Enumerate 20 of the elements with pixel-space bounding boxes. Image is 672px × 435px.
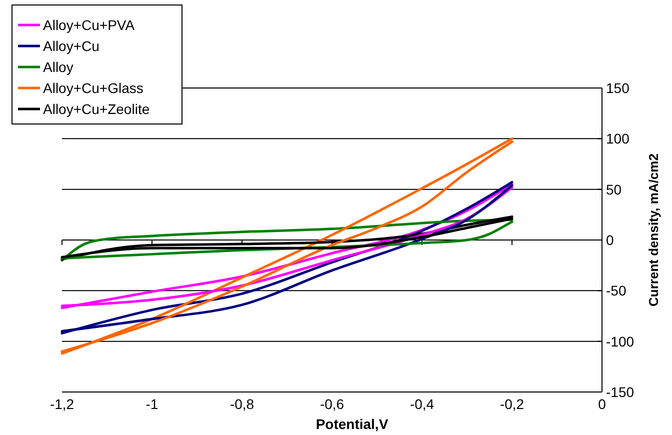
x-axis-title: Potential,V bbox=[316, 416, 389, 432]
legend-label: Alloy+Cu+PVA bbox=[43, 17, 136, 33]
y-tick-label: -150 bbox=[606, 384, 634, 400]
y-tick-label: -50 bbox=[606, 282, 626, 299]
legend-label: Alloy+Cu+Zeolite bbox=[43, 101, 150, 117]
legend-label: Alloy+Cu+Glass bbox=[43, 80, 144, 96]
y-tick-label: 150 bbox=[606, 80, 630, 96]
x-tick-label: -1 bbox=[146, 396, 158, 412]
legend-label: Alloy+Cu bbox=[43, 38, 100, 54]
x-tick-label: -0,8 bbox=[230, 396, 254, 412]
y-axis-title: Current density, mA/cm2 bbox=[646, 154, 661, 306]
x-tick-label: -0,4 bbox=[410, 396, 434, 412]
y-tick-label: 0 bbox=[606, 232, 614, 248]
x-tick-label: -1,2 bbox=[50, 396, 74, 412]
y-tick-label: -100 bbox=[606, 333, 634, 350]
legend-label: Alloy bbox=[43, 59, 74, 75]
x-tick-label: -0,6 bbox=[320, 396, 344, 412]
y-tick-label: 100 bbox=[606, 130, 630, 147]
x-tick-label: -0,2 bbox=[500, 396, 524, 412]
y-tick-label: 50 bbox=[606, 181, 622, 198]
